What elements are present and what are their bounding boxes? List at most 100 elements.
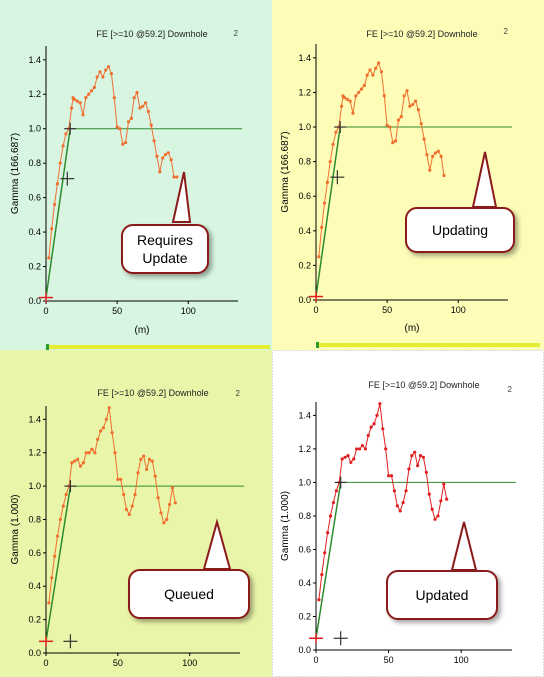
data-point	[78, 101, 82, 105]
data-point	[404, 489, 408, 493]
data-point	[50, 227, 54, 231]
chart-updating: FE [>=10 @59.2] Downhole 2 0.0 0.2 0.4 0.6 0.8…	[272, 0, 544, 350]
y-axis-label: Gamma (1.000)	[280, 491, 291, 561]
data-point	[52, 202, 57, 207]
panel-background	[272, 350, 544, 677]
panel-queued: FE [>=10 @59.2] Downhole 2 0.0 0.2 0.4 0.6 0.8…	[0, 350, 272, 677]
y-tick-label: 0.4	[298, 226, 311, 236]
data-point	[101, 75, 105, 79]
data-point	[436, 149, 440, 153]
data-point	[130, 504, 134, 508]
data-point	[153, 474, 157, 478]
data-point	[121, 142, 125, 146]
data-point	[159, 511, 163, 515]
panel-requires-update: FE [>=10 @59.2] Downhole 2 0.0 0.2 0.4 0.6 0.8…	[0, 0, 272, 350]
x-tick-label: 0	[313, 305, 318, 315]
data-point	[381, 427, 385, 431]
data-point	[442, 173, 446, 178]
data-point	[407, 467, 411, 471]
data-point	[84, 451, 88, 455]
data-point	[365, 73, 369, 77]
data-point	[109, 71, 114, 76]
data-point	[411, 102, 415, 107]
data-point	[72, 97, 77, 102]
x-tick-label: 0	[43, 306, 48, 316]
data-point	[161, 156, 165, 160]
data-point	[359, 87, 364, 91]
y-tick-label: 0.4	[298, 578, 311, 588]
status-callout-queued: Queued	[128, 569, 250, 619]
y-axis-label: Gamma (166.687)	[280, 131, 291, 212]
data-point	[352, 457, 356, 461]
fit-line	[45, 128, 71, 298]
data-point	[439, 499, 443, 503]
x-tick-label: 100	[181, 306, 196, 316]
x-tick-label: 100	[451, 305, 466, 315]
data-point	[425, 153, 429, 157]
data-point	[439, 154, 443, 159]
data-point	[394, 139, 398, 143]
y-tick-label: 0.6	[28, 548, 41, 558]
data-point	[421, 455, 426, 459]
data-point	[150, 459, 154, 463]
x-tick-label: 0	[313, 655, 318, 665]
data-point	[90, 447, 94, 451]
data-point	[132, 96, 136, 100]
y-tick-label: 1.2	[28, 448, 41, 458]
y-tick-label: 0.0	[28, 296, 41, 306]
y-tick-label: 0.2	[28, 262, 41, 272]
y-tick-label: 0.6	[28, 193, 41, 203]
chart-requires-update: FE [>=10 @59.2] Downhole 2 0.0 0.2 0.4 0.6 0.8…	[0, 0, 272, 350]
x-tick-label: 50	[113, 658, 123, 668]
data-point	[158, 170, 162, 174]
y-tick-label: 1.4	[28, 414, 41, 424]
y-tick-label: 0.4	[28, 227, 41, 237]
data-point	[413, 99, 418, 103]
y-tick-label: 1.4	[28, 55, 41, 65]
data-point	[58, 161, 62, 165]
data-point	[55, 182, 59, 186]
y-tick-label: 1.2	[28, 89, 41, 99]
data-point	[354, 94, 358, 98]
chart-updated: FE [>=10 @59.2] Downhole 2 0.0 0.2 0.4 0.6 0.8…	[272, 350, 544, 677]
data-point	[360, 443, 365, 448]
data-point	[115, 125, 119, 129]
data-point	[396, 118, 401, 122]
data-point	[110, 431, 114, 435]
fit-line	[315, 482, 342, 639]
data-point	[430, 507, 434, 511]
data-point	[165, 517, 169, 522]
chart-corner-label: 2	[504, 27, 509, 36]
y-tick-label: 0.0	[298, 645, 311, 655]
series-line	[318, 61, 445, 257]
x-tick-label: 100	[182, 658, 197, 668]
data-point	[419, 121, 423, 126]
panel-background	[0, 0, 272, 350]
data-point	[405, 89, 409, 93]
data-point	[391, 140, 395, 145]
data-point	[323, 551, 327, 555]
data-point	[357, 90, 361, 95]
data-point	[81, 461, 85, 465]
data-point	[416, 108, 420, 112]
data-point	[107, 406, 111, 410]
data-point	[112, 96, 116, 100]
data-point	[363, 447, 367, 451]
data-point	[386, 474, 391, 478]
y-tick-label: 0.8	[298, 157, 311, 167]
y-tick-label: 1.4	[298, 410, 311, 420]
y-tick-label: 0.6	[298, 544, 311, 554]
data-point	[116, 477, 120, 482]
data-point	[371, 73, 375, 77]
data-point	[395, 504, 399, 508]
data-point	[126, 120, 131, 124]
data-point	[113, 451, 117, 455]
y-tick-label: 0.8	[298, 511, 311, 521]
x-axis-label: (m)	[405, 323, 420, 334]
data-point	[143, 101, 148, 105]
data-point	[135, 90, 139, 95]
y-tick-label: 0.8	[28, 514, 41, 524]
data-point	[345, 97, 349, 101]
data-point	[320, 572, 324, 577]
data-point	[355, 447, 359, 451]
